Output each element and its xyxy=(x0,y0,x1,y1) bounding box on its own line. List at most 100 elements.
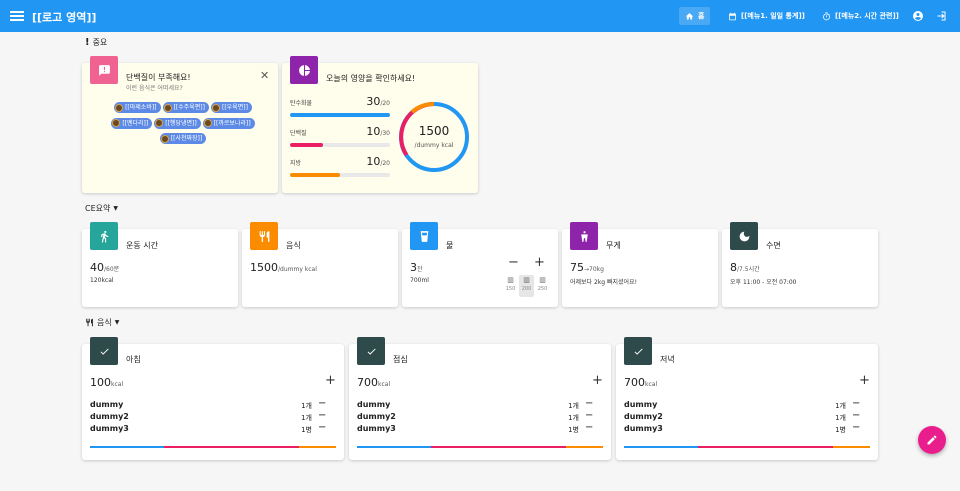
nutrient-value-group: 10/20 xyxy=(342,155,390,168)
remove-food-button[interactable]: − xyxy=(585,422,594,433)
food-chip[interactable]: [[사천짜장]] xyxy=(159,133,207,144)
summary-card[interactable]: 음식 1500/dummy kcal xyxy=(242,222,398,307)
nutrition-card: 오늘의 영양을 확인하세요! 탄수화물 30/20 단백질 10/30 지방 10/20 … xyxy=(282,56,478,193)
moon-icon xyxy=(739,231,749,241)
food-thumbnail-icon xyxy=(115,103,124,112)
nutrient-total: /20 xyxy=(380,100,390,107)
meal-kcal: 100 xyxy=(90,376,111,389)
meal-title: 저녁 xyxy=(660,355,675,364)
summary-unit: /dummy kcal xyxy=(278,266,317,273)
water-size-option[interactable]: ▥ 200 xyxy=(519,275,534,297)
remove-food-button[interactable]: − xyxy=(318,422,327,433)
summary-title: 운동 시간 xyxy=(126,241,158,250)
nav-menu2-label: [[메뉴2. 시간 관련]] xyxy=(835,12,899,20)
meal-badge[interactable] xyxy=(624,337,652,365)
cup-icon: ▥ xyxy=(539,276,546,284)
summary-title: 물 xyxy=(446,241,454,250)
meal-item-qty: 1개 xyxy=(568,402,579,410)
summary-title: 음식 xyxy=(286,241,301,250)
remove-food-button[interactable]: − xyxy=(852,410,861,421)
food-chip[interactable]: [[멘다리]] xyxy=(111,117,153,129)
edit-fab-button[interactable] xyxy=(918,426,946,454)
food-chip-label: [[까르보나라]] xyxy=(213,119,251,127)
caret-down-icon: ▼ xyxy=(113,205,118,212)
meal-title: 점심 xyxy=(393,355,408,364)
water-size-option[interactable]: ▥ 250 xyxy=(535,275,550,297)
cup-icon xyxy=(420,230,428,242)
summary-value-group: 8/7.5시간 xyxy=(730,261,760,274)
protein-alert-card: 단백질이 부족해요! 이런 음식은 어떠세요? ✕ [[마제소바]] [[수주육편… xyxy=(82,56,278,193)
food-section-header[interactable]: 음식 ▼ xyxy=(85,317,119,328)
remove-food-button[interactable]: − xyxy=(852,422,861,433)
meal-badge[interactable] xyxy=(357,337,385,365)
remove-food-button[interactable]: − xyxy=(318,410,327,421)
nav-menu2-button[interactable]: [[메뉴2. 시간 관련]] xyxy=(816,7,905,25)
meal-nutrient-bar xyxy=(624,446,870,448)
meal-nutrient-segment xyxy=(566,446,603,448)
summary-value: 1500 xyxy=(250,261,278,274)
remove-food-button[interactable]: − xyxy=(852,398,861,409)
food-chip[interactable]: [[마제소바]] xyxy=(114,102,161,113)
meal-nutrient-bar xyxy=(357,446,603,448)
nutrient-progress-bar xyxy=(290,113,390,117)
summary-section-header[interactable]: CE요약 ▼ xyxy=(85,203,118,214)
meal-item-qty: 1개 xyxy=(835,414,846,422)
meal-card: 점심 700kcal + dummy 1개 − dummy2 1개 − dummy3 1병 − xyxy=(349,337,611,460)
add-food-button[interactable]: + xyxy=(325,373,336,388)
food-thumbnail-icon xyxy=(155,119,164,127)
nav-menu1-button[interactable]: [[메뉴1. 일일 통계]] xyxy=(722,7,811,25)
remove-food-button[interactable]: − xyxy=(585,410,594,421)
nav-home-button[interactable]: 홈 xyxy=(679,7,711,25)
summary-section-title: CE요약 xyxy=(85,204,111,213)
food-chip[interactable]: [[까르보나라]] xyxy=(202,117,255,129)
summary-value: 8 xyxy=(730,261,737,274)
add-food-button[interactable]: + xyxy=(592,373,603,388)
close-icon[interactable]: ✕ xyxy=(260,69,270,82)
calorie-ring xyxy=(399,101,469,172)
calorie-value: 1500 xyxy=(418,124,450,138)
water-size-option[interactable]: ▥ 150 xyxy=(503,275,518,297)
nutrient-progress-fill xyxy=(290,143,323,147)
add-food-button[interactable]: + xyxy=(859,373,870,388)
nutrient-value-group: 30/20 xyxy=(342,95,390,108)
food-chip[interactable]: [[수주육편]] xyxy=(162,102,209,113)
summary-card[interactable]: 물 3잔 700ml − + ▥ 150 ▥ 200 ▥ 250 xyxy=(402,222,558,307)
logo-text[interactable]: [[로고 영역]] xyxy=(32,11,97,24)
meal-nutrient-segment xyxy=(430,446,567,448)
meal-kcal: 700 xyxy=(624,376,645,389)
nutrient-value: 10 xyxy=(366,125,381,138)
hamburger-menu-icon[interactable] xyxy=(10,9,24,23)
meal-item-qty: 1병 xyxy=(835,426,846,434)
meal-badge[interactable] xyxy=(90,337,118,365)
nav-home-label: 홈 xyxy=(698,12,705,20)
nutrient-label: 탄수화물 xyxy=(290,100,313,107)
logout-icon[interactable] xyxy=(934,9,948,23)
nutrient-progress-fill xyxy=(290,173,340,177)
nutrient-progress-fill xyxy=(290,113,390,117)
summary-badge xyxy=(570,222,598,250)
food-chip-label: [[사천짜장]] xyxy=(170,135,203,142)
summary-badge xyxy=(730,222,758,250)
nutrition-badge xyxy=(290,56,318,84)
water-increment-button[interactable]: + xyxy=(534,255,545,270)
nutrient-value: 10 xyxy=(366,155,381,168)
meal-item-name: dummy2 xyxy=(624,412,663,421)
food-chip-label: [[우육면]] xyxy=(221,104,248,111)
meal-item-name: dummy2 xyxy=(90,412,129,421)
summary-unit: /60분 xyxy=(104,266,120,273)
meal-item-name: dummy xyxy=(357,400,391,409)
summary-value: 3 xyxy=(410,261,417,274)
account-icon[interactable] xyxy=(911,9,925,23)
summary-sub: 120kcal xyxy=(90,277,114,284)
remove-food-button[interactable]: − xyxy=(585,398,594,409)
food-chip[interactable]: [[행당냉면]] xyxy=(154,117,201,129)
remove-food-button[interactable]: − xyxy=(318,398,327,409)
exclamation-icon: ! xyxy=(85,37,90,48)
summary-card[interactable]: 수면 8/7.5시간 오후 11:00 - 오전 07:00 xyxy=(722,222,878,307)
summary-card[interactable]: 무게 75→70kg 어제보다 2kg 빠지셨어요! xyxy=(562,222,718,307)
food-thumbnail-icon xyxy=(203,119,212,127)
summary-card[interactable]: 운동 시간 40/60분 120kcal xyxy=(82,222,238,307)
summary-title: 수면 xyxy=(766,241,781,250)
food-chip[interactable]: [[우육면]] xyxy=(210,102,252,113)
water-decrement-button[interactable]: − xyxy=(508,255,519,270)
